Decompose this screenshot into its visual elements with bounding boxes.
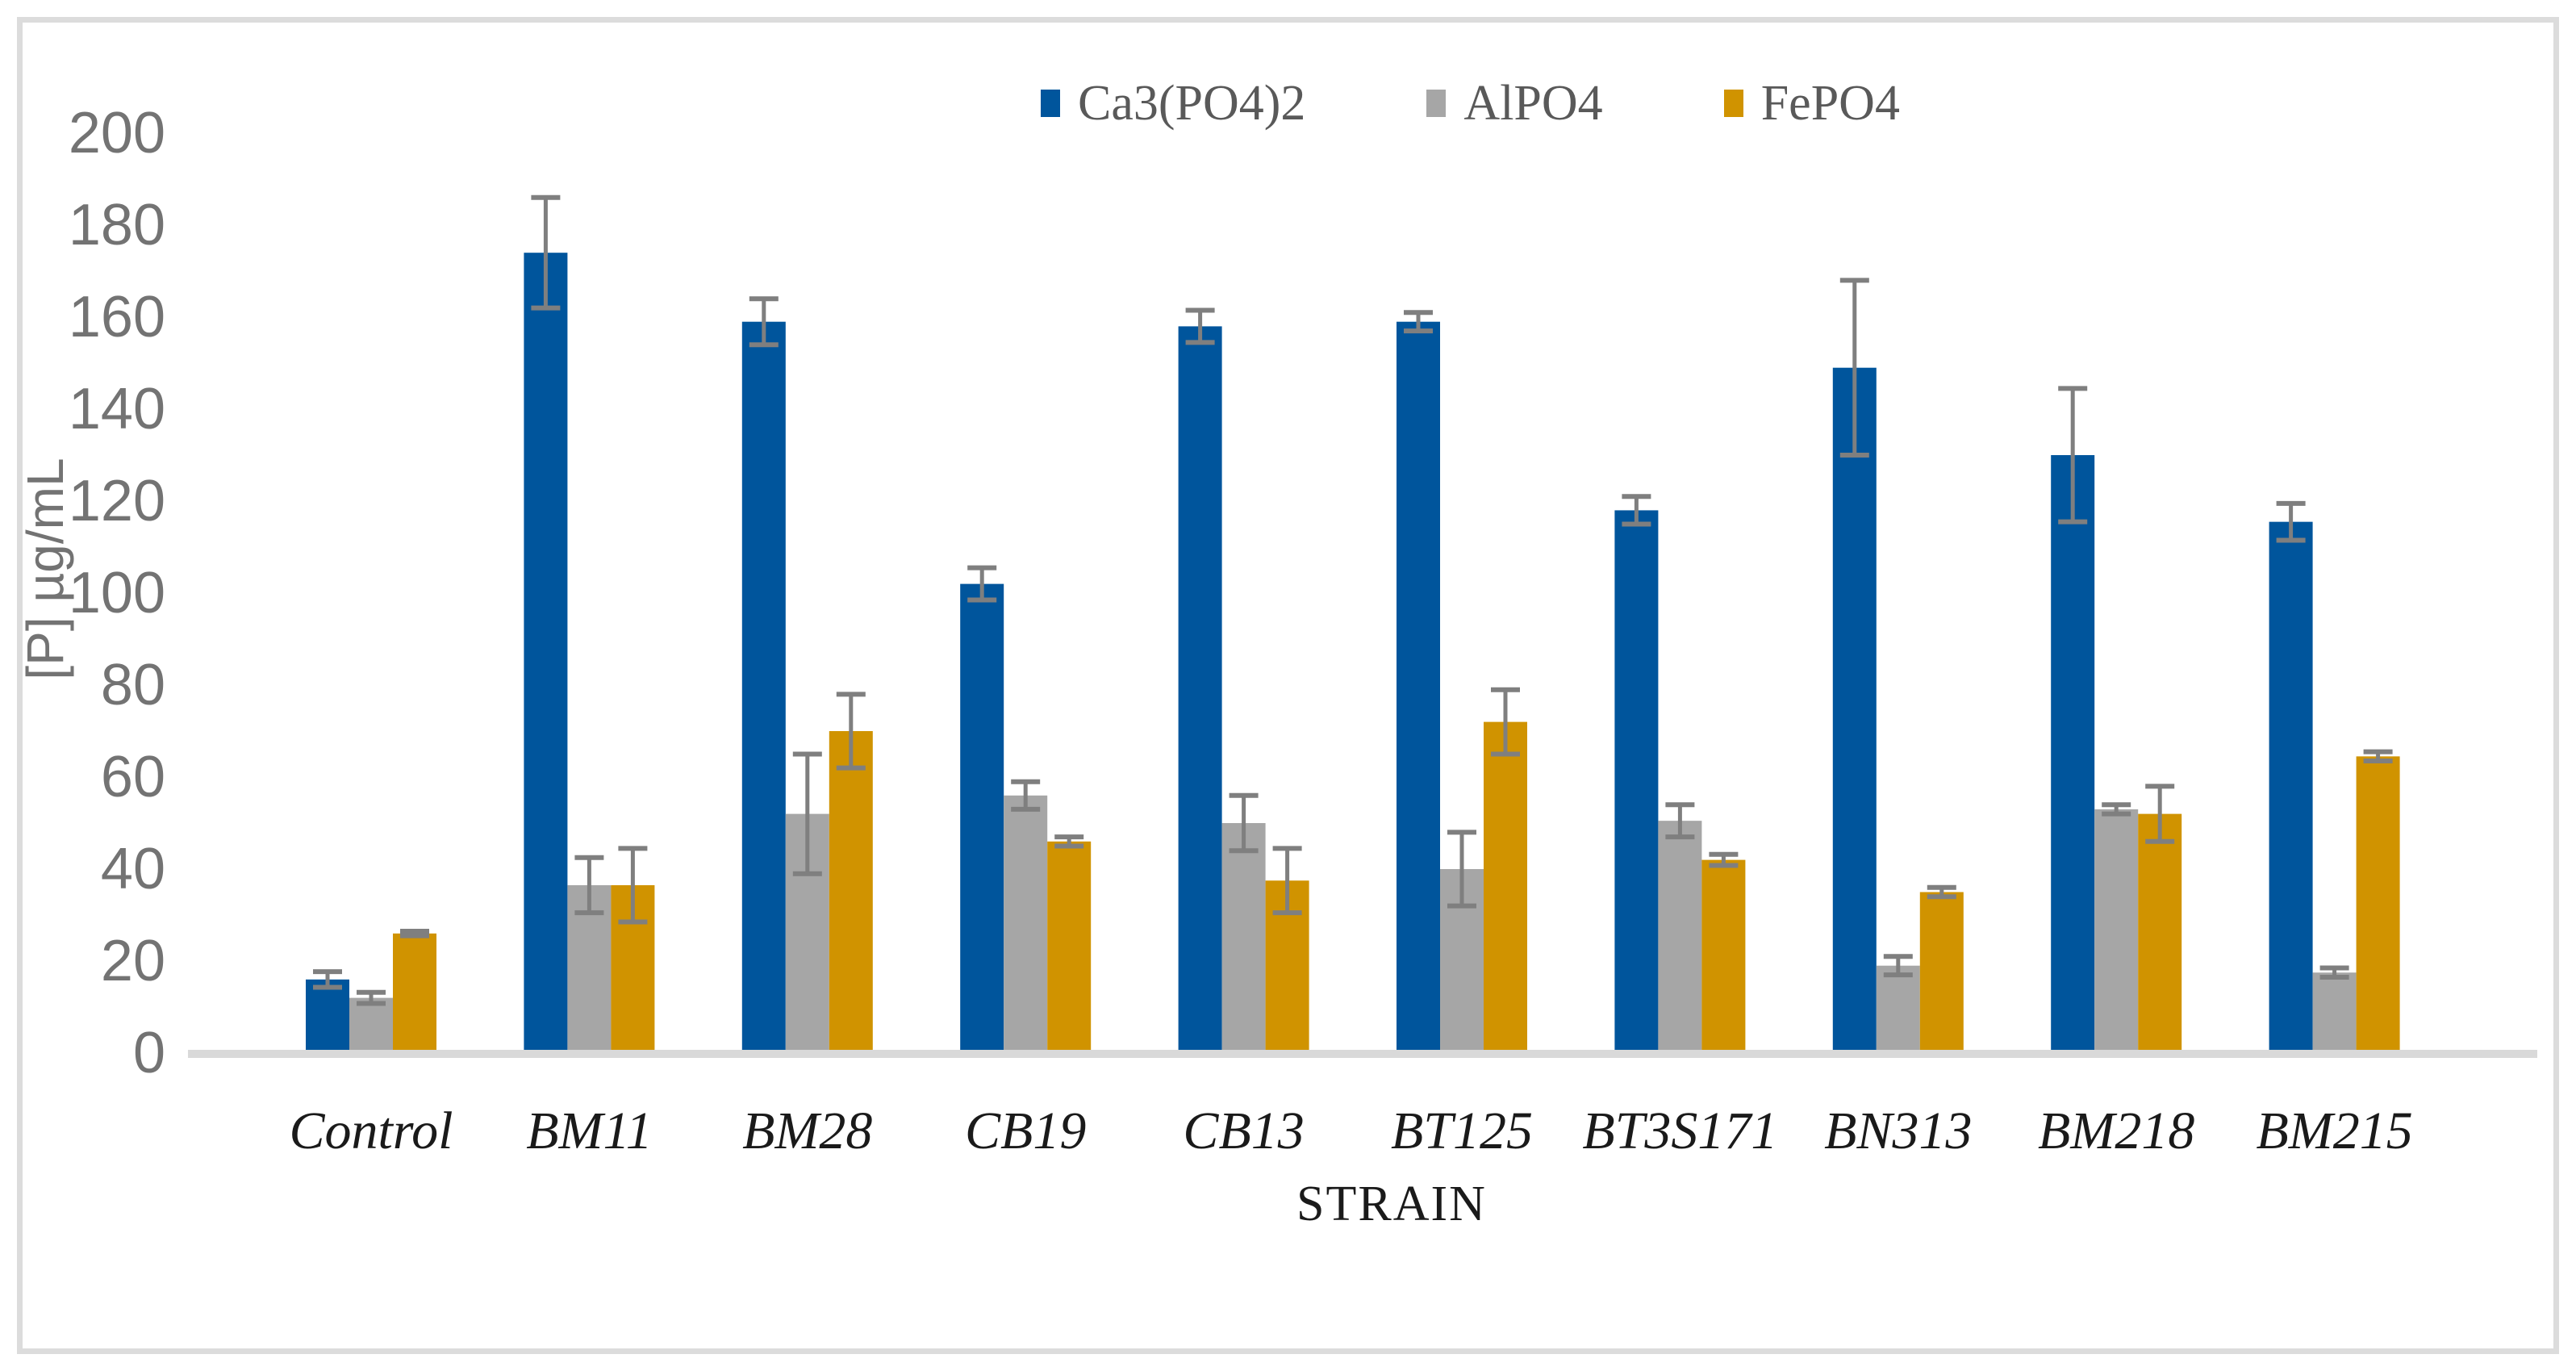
y-tick-label-0: 0 [133, 1021, 165, 1085]
chart-legend: Ca3(PO4)2 AlPO4 FePO4 [1041, 74, 1900, 132]
chart-border [17, 17, 2559, 1354]
bar-ca3po42-bt3s171 [1614, 510, 1659, 1053]
y-tick-label-80: 80 [101, 653, 165, 717]
bar-alpo4-control [349, 997, 393, 1053]
x-category-label-control: Control [290, 1101, 453, 1160]
legend-item-ca3po42: Ca3(PO4)2 [1041, 75, 1305, 132]
bar-fepo4-cb19 [1047, 841, 1092, 1053]
legend-item-alpo4: AlPO4 [1426, 75, 1603, 132]
x-category-label-bt125: BT125 [1391, 1101, 1533, 1160]
bar-ca3po42-bm215 [2269, 521, 2313, 1053]
bar-alpo4-bm218 [2094, 809, 2139, 1053]
bar-fepo4-control [393, 933, 436, 1053]
legend-swatch-ca3po42-icon [1041, 90, 1060, 117]
bar-alpo4-cb19 [1004, 795, 1048, 1053]
x-category-label-bm28: BM28 [742, 1101, 872, 1160]
x-category-label-bt3s171: BT3S171 [1582, 1101, 1777, 1160]
legend-swatch-fepo4-icon [1723, 90, 1743, 117]
y-tick-label-20: 20 [101, 929, 165, 993]
bar-fepo4-bn313 [1919, 892, 1964, 1053]
bar-fepo4-bt125 [1484, 721, 1527, 1053]
bar-fepo4-bm215 [2356, 756, 2400, 1053]
bar-ca3po42-bm218 [2051, 455, 2095, 1053]
x-category-label-bm11: BM11 [526, 1101, 652, 1160]
bar-ca3po42-bt125 [1397, 321, 1440, 1053]
bar-fepo4-bm28 [829, 731, 873, 1053]
bar-fepo4-bm218 [2138, 813, 2182, 1053]
y-axis-title: [P] µg/mL [16, 458, 74, 679]
bar-ca3po42-bn313 [1832, 367, 1877, 1053]
x-axis-title: STRAIN [1296, 1177, 1487, 1231]
bar-ca3po42-bm11 [524, 253, 568, 1053]
legend-label-ca3po42: Ca3(PO4)2 [1078, 75, 1306, 131]
legend-label-fepo4: FePO4 [1760, 75, 1900, 131]
y-tick-label-100: 100 [69, 561, 165, 625]
bar-alpo4-bm215 [2312, 972, 2357, 1053]
y-tick-label-200: 200 [69, 101, 165, 165]
legend-label-alpo4: AlPO4 [1463, 75, 1603, 131]
bar-ca3po42-cb13 [1178, 326, 1222, 1053]
x-category-label-cb13: CB13 [1183, 1101, 1304, 1160]
y-tick-label-120: 120 [69, 469, 165, 533]
bar-fepo4-bt3s171 [1701, 859, 1746, 1053]
x-category-label-bm215: BM215 [2256, 1101, 2412, 1160]
bar-ca3po42-bm28 [741, 321, 786, 1053]
y-tick-label-40: 40 [101, 837, 165, 901]
legend-item-fepo4: FePO4 [1723, 75, 1900, 132]
bar-ca3po42-cb19 [960, 583, 1004, 1053]
x-axis-line [188, 1050, 2537, 1058]
y-tick-label-60: 60 [101, 745, 165, 809]
bar-alpo4-bt3s171 [1658, 821, 1702, 1053]
x-category-label-cb19: CB19 [965, 1101, 1086, 1160]
bar-ca3po42-control [306, 979, 349, 1053]
x-category-label-bm218: BM218 [2038, 1101, 2194, 1160]
legend-swatch-alpo4-icon [1426, 90, 1447, 117]
y-tick-label-180: 180 [69, 193, 165, 257]
bar-alpo4-cb13 [1221, 823, 1266, 1053]
y-tick-label-140: 140 [69, 377, 165, 441]
bar-alpo4-bn313 [1876, 965, 1920, 1053]
y-tick-label-160: 160 [69, 285, 165, 349]
x-category-label-bn313: BN313 [1824, 1101, 1972, 1160]
